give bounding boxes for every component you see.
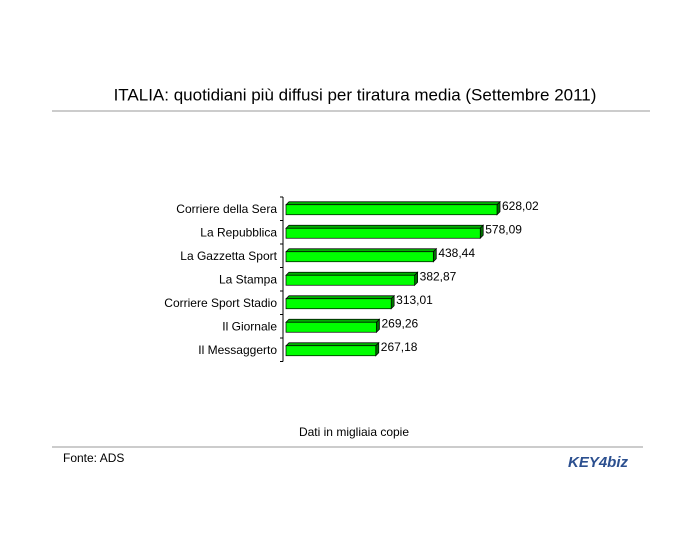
value-label: 313,01 xyxy=(396,293,433,307)
logo: KEY4biz xyxy=(568,454,629,471)
value-label: 578,09 xyxy=(485,222,522,236)
category-label: Corriere Sport Stadio xyxy=(164,296,277,310)
category-label: Corriere della Sera xyxy=(176,202,277,216)
chart-title: ITALIA: quotidiani più diffusi per tirat… xyxy=(114,85,597,104)
source: Fonte: ADS xyxy=(63,451,124,465)
category-label: La Gazzetta Sport xyxy=(180,249,277,263)
bar xyxy=(285,298,392,310)
value-label: 267,18 xyxy=(381,340,418,354)
bar xyxy=(285,274,415,286)
value-label: 269,26 xyxy=(381,316,418,330)
bar-top xyxy=(285,224,485,229)
bar xyxy=(285,345,377,357)
bar-top xyxy=(285,201,501,206)
bar-top xyxy=(285,271,419,276)
value-label: 628,02 xyxy=(502,199,539,213)
category-label: Il Giornale xyxy=(222,319,277,333)
category-label: La Stampa xyxy=(219,272,277,286)
bar-top xyxy=(285,342,380,347)
bar-top xyxy=(285,248,438,253)
bar xyxy=(285,227,481,239)
bar xyxy=(285,251,434,263)
bar-top xyxy=(285,318,381,323)
category-label: Il Messaggerto xyxy=(198,343,277,357)
note: Dati in migliaia copie xyxy=(299,425,409,439)
bar xyxy=(285,204,498,216)
value-label: 382,87 xyxy=(420,269,457,283)
bar xyxy=(285,321,377,333)
bar-top xyxy=(285,295,396,300)
value-label: 438,44 xyxy=(438,246,475,260)
category-label: La Repubblica xyxy=(200,225,277,239)
